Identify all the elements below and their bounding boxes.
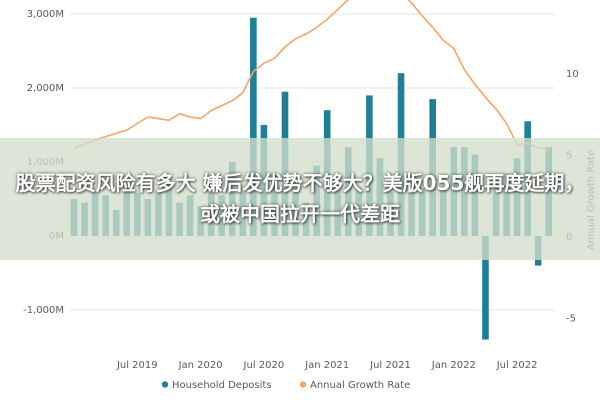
growth-rate-line: [73, 0, 549, 151]
x-tick-label: Jan 2020: [178, 360, 223, 371]
y-left-tick-label: -1,000M: [23, 305, 64, 316]
headline-banner[interactable]: 股票配资风险有多大 嫌后发优势不够大？美版055舰再度延期，或被中国拉开一代差距: [0, 138, 600, 260]
deposit-bar: [250, 17, 257, 237]
headline-title[interactable]: 股票配资风险有多大 嫌后发优势不够大？美版055舰再度延期，或被中国拉开一代差距: [15, 171, 585, 226]
legend-marker-annual-growth-rate: [299, 381, 307, 388]
legend-marker-household-deposits: [161, 381, 169, 388]
legend-label-annual-growth-rate: Annual Growth Rate: [310, 380, 410, 391]
x-tick-label: Jul 2022: [496, 360, 538, 371]
legend-label-household-deposits: Household Deposits: [172, 380, 272, 391]
x-tick-label: Jul 2021: [369, 360, 411, 371]
y-left-tick-label: 3,000M: [27, 9, 64, 20]
x-tick-label: Jan 2021: [304, 360, 349, 371]
y-left-tick-label: 2,000M: [27, 83, 64, 94]
deposit-bar: [482, 236, 489, 340]
x-tick-label: Jul 2020: [243, 360, 285, 371]
y-right-tick-label: 10: [566, 69, 579, 80]
x-tick-label: Jan 2022: [431, 360, 476, 371]
x-tick-label: Jul 2019: [116, 360, 158, 371]
y-right-tick-label: -5: [566, 314, 576, 325]
